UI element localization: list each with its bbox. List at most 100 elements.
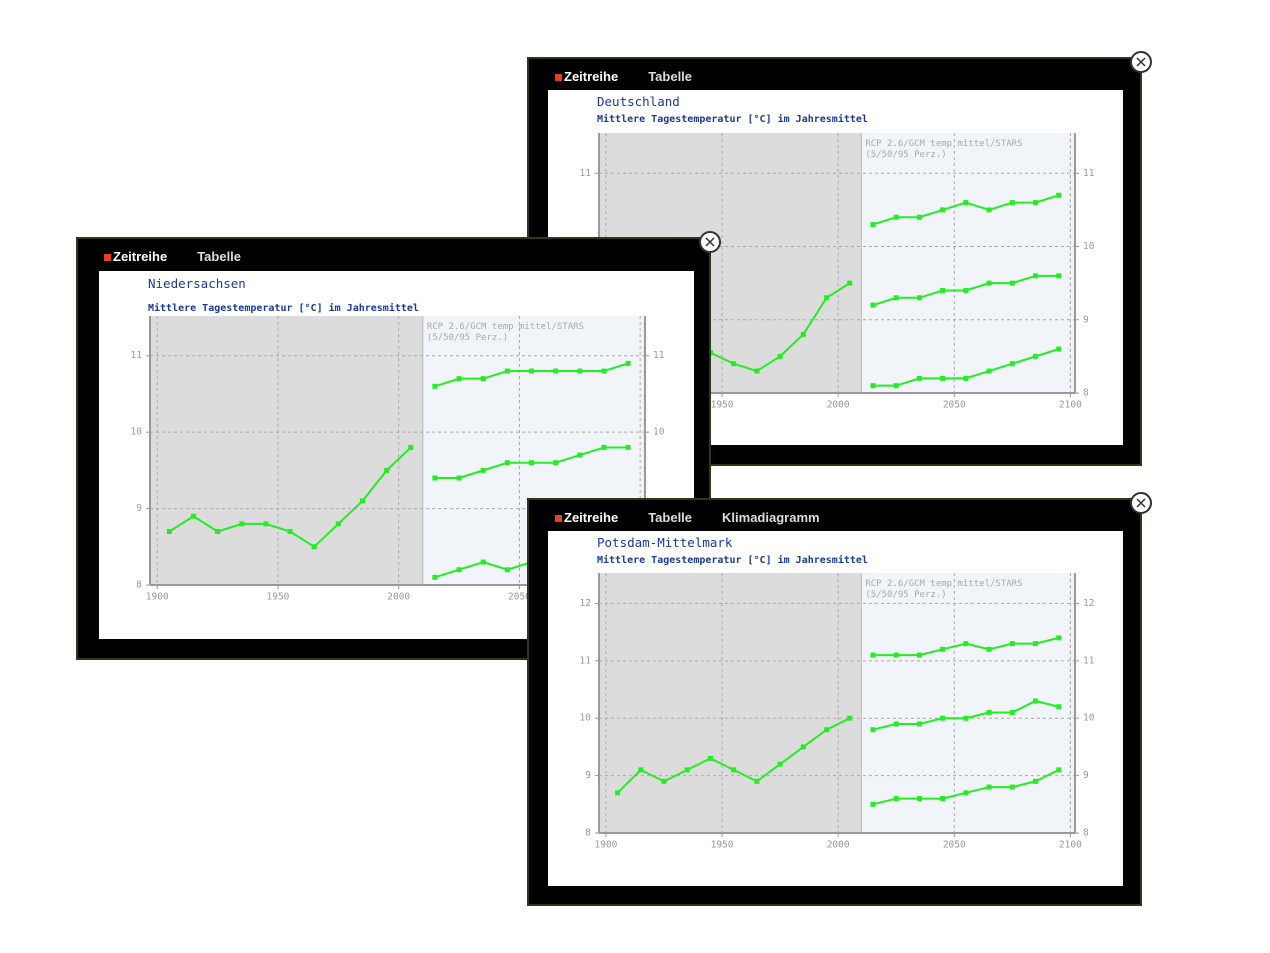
- x-tick-label: 1950: [711, 840, 734, 851]
- data-point: [432, 574, 438, 580]
- data-point: [287, 529, 293, 535]
- data-point: [638, 767, 644, 773]
- y2-tick-label: 8: [1083, 828, 1089, 839]
- y2-tick-label: 10: [653, 427, 665, 438]
- data-point: [529, 460, 535, 466]
- tab-bar: Zeitreihe Tabelle: [104, 247, 241, 267]
- data-point: [456, 567, 462, 573]
- data-point: [553, 460, 559, 466]
- tab[interactable]: Tabelle: [648, 510, 693, 525]
- data-point: [754, 778, 760, 784]
- chart-subtitle: Mittlere Tagestemperatur [°C] im Jahresm…: [597, 113, 868, 125]
- data-point: [1009, 641, 1015, 647]
- data-point: [916, 652, 922, 658]
- data-point: [335, 521, 341, 527]
- close-button[interactable]: [699, 231, 721, 253]
- data-point: [215, 529, 221, 535]
- data-point: [940, 796, 946, 802]
- x-tick-label: 2050: [943, 840, 966, 851]
- annotation: (5/50/95 Perz.): [865, 150, 946, 160]
- close-x: [1136, 498, 1146, 508]
- panel: Niedersachsen Mittlere Tagestemperatur [°…: [99, 271, 694, 639]
- data-point: [311, 544, 317, 550]
- data-point: [893, 383, 899, 389]
- data-point: [480, 559, 486, 565]
- data-point: [553, 368, 559, 374]
- data-point: [1056, 192, 1062, 198]
- data-point: [870, 801, 876, 807]
- data-point: [1033, 273, 1039, 279]
- y-tick-label: 9: [136, 503, 142, 514]
- y2-tick-label: 11: [653, 350, 665, 361]
- data-point: [870, 727, 876, 733]
- tab[interactable]: Zeitreihe: [555, 67, 618, 87]
- x-tick-label: 1900: [146, 592, 169, 603]
- data-point: [625, 360, 631, 366]
- close-button[interactable]: [1130, 51, 1152, 73]
- data-point: [1056, 635, 1062, 641]
- chart: Potsdam-Mittelmark Mittlere Tagestemperat…: [580, 535, 1095, 851]
- data-point: [1009, 709, 1015, 715]
- data-point: [916, 375, 922, 381]
- data-point: [684, 767, 690, 773]
- chart-title: Potsdam-Mittelmark: [597, 535, 733, 550]
- tab[interactable]: Tabelle: [197, 249, 242, 264]
- y2-tick-label: 11: [1083, 655, 1095, 666]
- y-tick-label: 8: [136, 580, 142, 591]
- data-point: [893, 796, 899, 802]
- data-point: [1033, 353, 1039, 359]
- close-button[interactable]: [1130, 492, 1152, 514]
- data-point: [1009, 200, 1015, 206]
- data-point: [963, 287, 969, 293]
- close-icon: [705, 237, 715, 247]
- data-point: [480, 376, 486, 382]
- data-point: [456, 376, 462, 382]
- data-point: [625, 444, 631, 450]
- history-area: [599, 573, 862, 833]
- data-point: [263, 521, 269, 527]
- x-tick-label: 2000: [827, 400, 850, 411]
- data-point: [870, 652, 876, 658]
- annotation: RCP 2.6/GCM temp mittel/STARS: [865, 139, 1022, 149]
- y-tick-label: 8: [585, 828, 591, 839]
- x-tick-label: 2100: [1059, 400, 1082, 411]
- tab[interactable]: Zeitreihe: [104, 247, 167, 267]
- data-point: [408, 444, 414, 450]
- y-tick-label: 11: [131, 350, 143, 361]
- data-point: [190, 513, 196, 519]
- data-point: [1009, 361, 1015, 367]
- scenario-area: [861, 573, 1075, 833]
- x-tick-label: 2000: [827, 840, 850, 851]
- data-point: [916, 295, 922, 301]
- data-point: [166, 529, 172, 535]
- chart-subtitle: Mittlere Tagestemperatur [°C] im Jahresm…: [148, 302, 419, 314]
- chart-title: Deutschland: [597, 94, 680, 109]
- data-point: [731, 361, 737, 367]
- chart-title: Niedersachsen: [148, 276, 246, 291]
- data-point: [504, 567, 510, 573]
- y2-tick-label: 9: [1083, 314, 1089, 325]
- data-point: [963, 641, 969, 647]
- data-point: [916, 214, 922, 220]
- chart-subtitle: Mittlere Tagestemperatur [°C] im Jahresm…: [597, 554, 868, 566]
- tab-bar: Zeitreihe Tabelle: [555, 67, 692, 87]
- y-tick-label: 11: [580, 655, 592, 666]
- data-point: [601, 444, 607, 450]
- data-point: [359, 498, 365, 504]
- data-point: [504, 368, 510, 374]
- data-point: [754, 368, 760, 374]
- y2-tick-label: 10: [1083, 713, 1095, 724]
- window: Zeitreihe Tabelle Klimadiagramm Potsdam-Mit…: [527, 492, 1152, 906]
- tab[interactable]: Zeitreihe: [555, 508, 618, 528]
- data-point: [986, 368, 992, 374]
- tab[interactable]: Klimadiagramm: [722, 510, 820, 525]
- data-point: [986, 709, 992, 715]
- y2-tick-label: 11: [1083, 168, 1095, 179]
- close-icon: [1136, 57, 1146, 67]
- close-x: [1136, 57, 1146, 67]
- x-tick-label: 1950: [711, 400, 734, 411]
- data-point: [1009, 280, 1015, 286]
- tab[interactable]: Tabelle: [648, 69, 693, 84]
- x-tick-label: 2100: [1059, 840, 1082, 851]
- data-point: [800, 744, 806, 750]
